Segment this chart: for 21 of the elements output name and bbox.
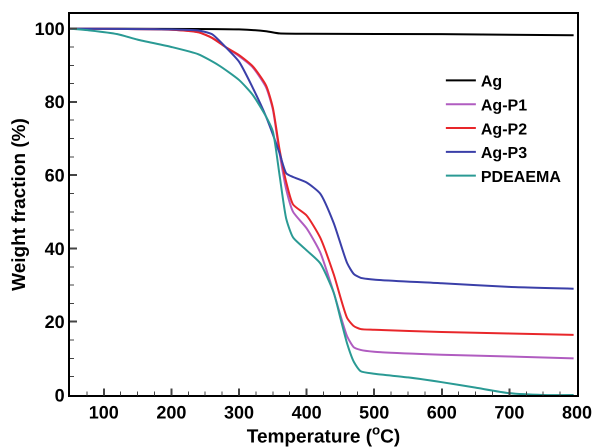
legend-label: Ag-P2 — [480, 121, 528, 138]
legend-label: PDEAEMA — [480, 168, 562, 186]
x-tick-label: 100 — [88, 402, 119, 422]
y-tick-label: 80 — [44, 92, 65, 112]
x-tick-label: 200 — [156, 402, 186, 422]
legend-label: Ag — [480, 74, 502, 91]
x-tick-label: 300 — [224, 402, 254, 422]
y-tick-label: 20 — [44, 312, 65, 332]
legend-label: Ag-P1 — [480, 97, 528, 114]
x-tick-label: 800 — [562, 402, 592, 422]
y-tick-label: 40 — [44, 238, 65, 259]
x-axis-title: Temperature ($^{o}$C) — [246, 422, 400, 448]
y-tick-label: 0 — [54, 385, 65, 406]
x-tick-label: 400 — [292, 402, 322, 422]
legend-label: Ag-P3 — [480, 145, 528, 162]
y-tick-label: 100 — [34, 18, 65, 39]
y-axis-title: Weight fraction (%) — [8, 118, 30, 291]
y-tick-label: 60 — [44, 165, 65, 186]
x-tick-label: 500 — [359, 402, 390, 422]
x-tick-label: 700 — [494, 402, 524, 422]
x-tick-label: 600 — [426, 402, 457, 422]
